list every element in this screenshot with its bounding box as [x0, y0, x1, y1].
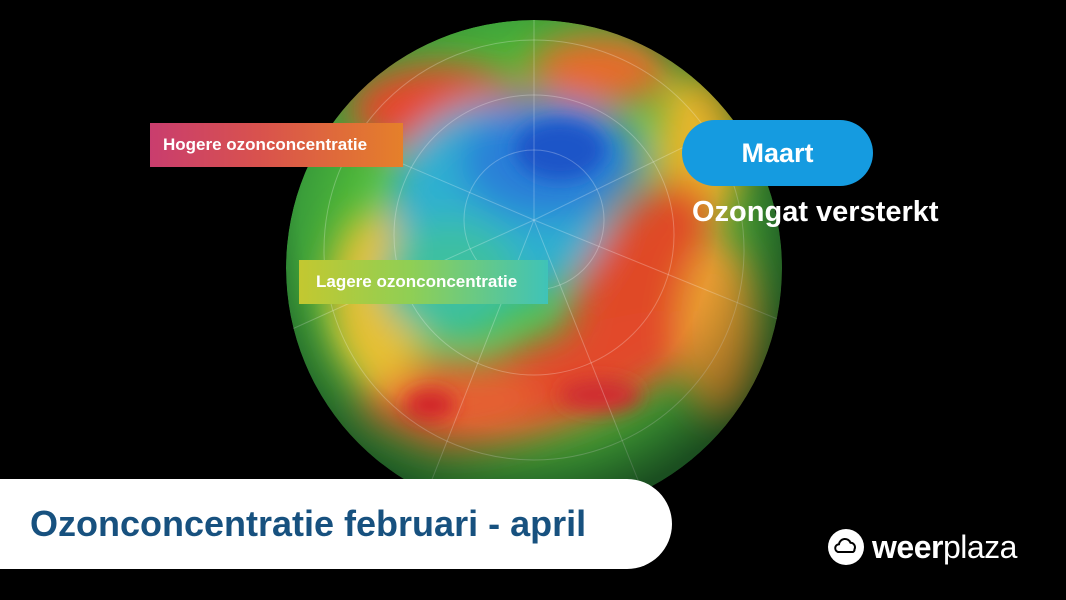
brand-name: weerplaza: [872, 529, 1017, 566]
page-title: Ozonconcentratie februari - april: [30, 503, 587, 544]
lower-concentration-label: Lagere ozonconcentratie: [299, 260, 548, 304]
cloud-icon: [828, 529, 864, 565]
brand-name-part1: weer: [872, 528, 943, 565]
brand-logo: weerplaza: [828, 527, 1017, 567]
title-banner: Ozonconcentratie februari - april: [0, 479, 672, 569]
brand-name-part2: plaza: [942, 528, 1018, 565]
higher-concentration-label: Hogere ozonconcentratie: [150, 123, 403, 167]
month-badge: Maart: [682, 120, 873, 186]
subtitle: Ozongat versterkt: [692, 196, 939, 228]
